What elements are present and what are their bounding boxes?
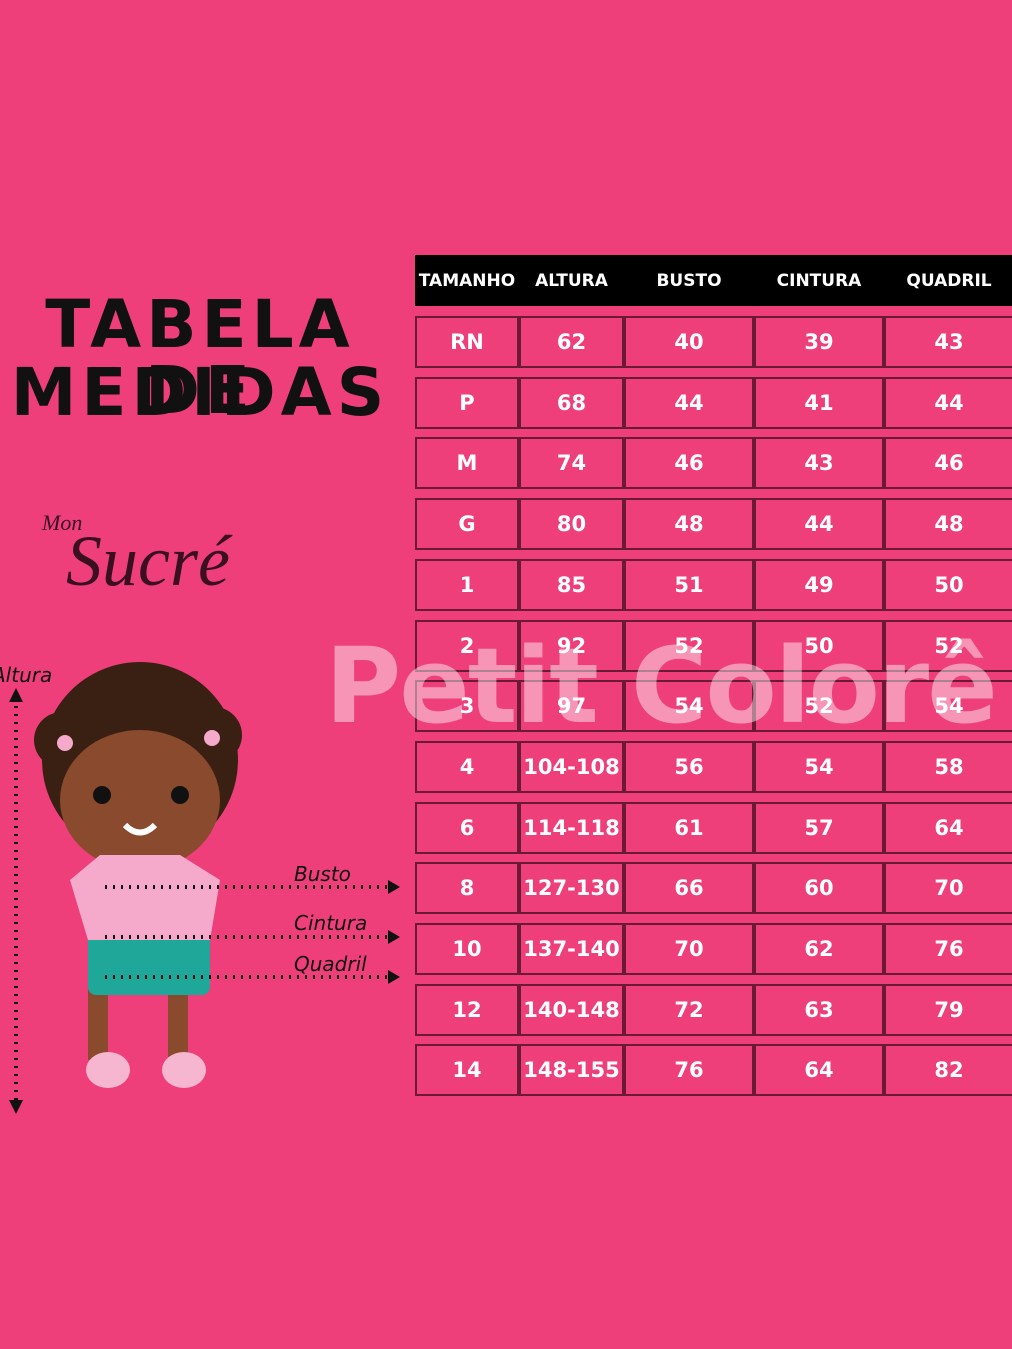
table-cell: 52 [884, 619, 1012, 672]
table-cell: 114-118 [519, 801, 624, 854]
table-cell: 48 [884, 498, 1012, 551]
table-cell: 52 [754, 680, 884, 733]
figure-label: Busto [294, 862, 351, 886]
table-cell: G [415, 498, 519, 551]
figure-label: Cintura [294, 911, 367, 935]
table-cell: 70 [624, 923, 754, 975]
table-cell: 10 [415, 923, 519, 975]
brand-prefix: Mon [41, 510, 82, 535]
table-cell: 3 [415, 680, 519, 733]
table-cell: 52 [624, 619, 754, 672]
title-line: TABELA DE [45, 286, 355, 429]
table-cell: 49 [754, 558, 884, 611]
table-cell: 50 [754, 619, 884, 672]
table-cell: 127-130 [519, 862, 624, 915]
header-cell: CINTURA [754, 255, 884, 306]
table-cell: 58 [884, 740, 1012, 793]
table-cell: 1 [415, 558, 519, 611]
table-cell: 44 [624, 376, 754, 429]
table-cell: 97 [519, 680, 624, 733]
table-cell: P [415, 376, 519, 429]
table-cell: 137-140 [519, 923, 624, 975]
table-cell: 14 [415, 1044, 519, 1097]
table-cell: RN [415, 316, 519, 368]
table-cell: 54 [884, 680, 1012, 733]
table-cell: 57 [754, 801, 884, 854]
header-cell: TAMANHO [415, 255, 519, 306]
arrowheads [9, 688, 400, 1114]
table-cell: 76 [624, 1044, 754, 1097]
table-cell: 2 [415, 619, 519, 672]
table-cell: 61 [624, 801, 754, 854]
girl [34, 662, 242, 1088]
title-line: MEDIDAS [10, 354, 390, 431]
table-cell: 60 [754, 862, 884, 915]
table-cell: 40 [624, 316, 754, 368]
table-cell: 74 [519, 437, 624, 490]
figure-label: Altura [0, 663, 52, 687]
table-cell: 80 [519, 498, 624, 551]
table-cell: 50 [884, 558, 1012, 611]
table-cell: 64 [884, 801, 1012, 854]
table-cell: 8 [415, 862, 519, 915]
table-cell: 46 [624, 437, 754, 490]
header-cell: BUSTO [624, 255, 754, 306]
table-cell: 4 [415, 740, 519, 793]
table-cell: 62 [754, 923, 884, 975]
table-cell: 6 [415, 801, 519, 854]
table-cell: 41 [754, 376, 884, 429]
figure-label: Quadril [294, 952, 367, 976]
table-cell: 82 [884, 1044, 1012, 1097]
table-cell: 43 [754, 437, 884, 490]
table-cell: 76 [884, 923, 1012, 975]
table-cell: 148-155 [519, 1044, 624, 1097]
table-cell: 56 [624, 740, 754, 793]
table-cell: 85 [519, 558, 624, 611]
table-cell: 39 [754, 316, 884, 368]
table-cell: 12 [415, 983, 519, 1036]
table-cell: 79 [884, 983, 1012, 1036]
table-cell: 54 [624, 680, 754, 733]
table-cell: 72 [624, 983, 754, 1036]
table-cell: 54 [754, 740, 884, 793]
table-cell: 44 [754, 498, 884, 551]
header-cell: QUADRIL [884, 255, 1012, 306]
table-cell: 63 [754, 983, 884, 1036]
table-cell: 92 [519, 619, 624, 672]
table-cell: 104-108 [519, 740, 624, 793]
table-cell: 48 [624, 498, 754, 551]
table-cell: 51 [624, 558, 754, 611]
table-cell: 68 [519, 376, 624, 429]
table-cell: 43 [884, 316, 1012, 368]
table-cell: M [415, 437, 519, 490]
table-cell: 70 [884, 862, 1012, 915]
brand-name: Sucré [66, 521, 233, 601]
table-cell: 64 [754, 1044, 884, 1097]
table-cell: 66 [624, 862, 754, 915]
table-cell: 46 [884, 437, 1012, 490]
header-cell: ALTURA [519, 255, 624, 306]
table-cell: 62 [519, 316, 624, 368]
table-cell: 44 [884, 376, 1012, 429]
table-cell: 140-148 [519, 983, 624, 1036]
